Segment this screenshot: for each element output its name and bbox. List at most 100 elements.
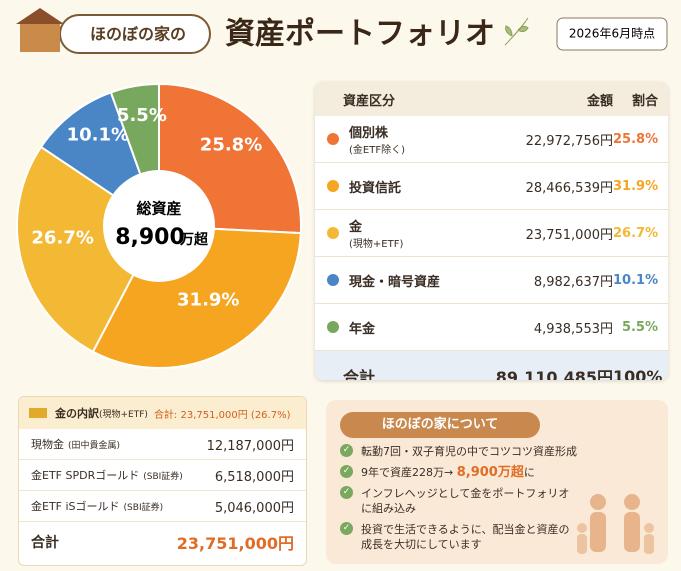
about-text: 9年で資産228万→	[361, 466, 457, 479]
gold-amount: 6,518,000円	[214, 469, 294, 485]
about-box: ほのぼの家について ✓ 転勤7回・双子育児の中でコツコツ資産形成 ✓ 9年で資産228…	[326, 400, 668, 564]
category-wrap: 年金	[349, 318, 375, 337]
family-illustration	[577, 494, 654, 554]
about-text-wrap: 転勤7回・双子育児の中でコツコツ資産形成	[361, 444, 577, 459]
gold-name-wrap: 金ETF iSゴールド (SBI証券)	[31, 498, 163, 514]
gold-row: 金ETF SPDRゴールド (SBI証券) 6,518,000円	[19, 460, 306, 491]
gold-name-wrap: 現物金 (田中貴金属)	[31, 436, 120, 452]
gold-amount: 12,187,000円	[206, 438, 294, 454]
amount: 22,972,756円	[525, 133, 613, 149]
color-dot	[327, 227, 339, 239]
category-cell: 年金	[315, 318, 485, 337]
about-text: 投資で生活できるように、配当金と資産の成長を大切にしています	[361, 523, 570, 551]
category-note: (現物+ETF)	[349, 239, 404, 250]
pie-slice	[16, 145, 161, 354]
title: 資産ポートフォリオ	[225, 17, 495, 52]
total-label: 合計	[343, 368, 376, 380]
check-icon: ✓	[340, 465, 353, 478]
gold-amount: 5,046,000円	[214, 500, 294, 516]
table-row: 年金 4,938,553円 5.5%	[315, 304, 668, 351]
category: 年金	[349, 321, 376, 337]
category: 投資信託	[349, 180, 402, 196]
gold-rows: 現物金 (田中貴金属) 12,187,000円金ETF SPDRゴールド (SBI証券…	[19, 429, 306, 522]
gold-note: (田中貴金属)	[68, 441, 121, 451]
gold-note: (SBI証券)	[143, 472, 183, 482]
category-wrap: 投資信託	[349, 177, 401, 196]
date-box	[556, 17, 668, 51]
amount: 23,751,000円	[525, 227, 613, 243]
about-text-wrap: インフレヘッジとして金をポートフォリオに組み込み	[361, 486, 580, 516]
badge-text: ほのぼの家の	[90, 25, 186, 44]
slice-label: 10.1%	[67, 125, 129, 146]
about-text-wrap: 投資で生活できるように、配当金と資産の成長を大切にしています	[361, 522, 580, 552]
category-cell: 投資信託	[315, 177, 485, 196]
amount: 8,982,637円	[533, 274, 613, 290]
center-value: 8,900	[115, 225, 185, 250]
gold-header: 金の内訳 (現物+ETF) 合計: 23,751,000円 (26.7%)	[19, 397, 306, 429]
gold-total-label: 合計	[31, 535, 59, 551]
gold-name: 金ETF SPDRゴールド	[31, 469, 140, 482]
table-row: 個別株 (金ETF除く) 22,972,756円 25.8%	[315, 116, 668, 163]
gold-name: 金ETF iSゴールド	[31, 500, 120, 513]
color-dot	[327, 180, 339, 192]
category-cell: 金 (現物+ETF)	[315, 216, 485, 250]
category: 金	[349, 220, 363, 235]
about-list: ✓ 転勤7回・双子育児の中でコツコツ資産形成 ✓ 9年で資産228万→ 8,900万超…	[326, 444, 668, 552]
total-row: 合計 89,110,485円 100%	[315, 351, 668, 380]
gold-name: 現物金	[31, 438, 64, 451]
category-wrap: 個別株 (金ETF除く)	[349, 122, 405, 156]
table-row: 投資信託 28,466,539円 31.9%	[315, 163, 668, 210]
house-icon	[20, 22, 60, 52]
gold-summary: 合計: 23,751,000円 (26.7%)	[153, 409, 291, 421]
gold-total: 合計 23,751,000円	[19, 522, 306, 562]
category-wrap: 金 (現物+ETF)	[349, 216, 403, 250]
about-text: インフレヘッジとして金をポートフォリオに組み込み	[361, 487, 570, 515]
share: 26.7%	[613, 225, 659, 241]
gold-row: 現物金 (田中貴金属) 12,187,000円	[19, 429, 306, 460]
about-text-wrap: 9年で資産228万→ 8,900万超に	[361, 465, 535, 480]
roof-icon	[16, 8, 64, 24]
center-unit: 万超	[179, 231, 209, 248]
category: 現金・暗号資産	[349, 274, 441, 290]
share: 31.9%	[613, 178, 659, 194]
total-share: 100%	[613, 366, 663, 381]
check-icon: ✓	[340, 486, 353, 499]
chart: ほのぼの家の 資産ポートフォリオ 2026年6月時点 25.8% 31.9% 26.…	[16, 8, 668, 369]
category-wrap: 現金・暗号資産	[349, 271, 440, 290]
amount: 28,466,539円	[525, 180, 613, 196]
table-header: 資産区分 金額 割合	[315, 82, 668, 116]
about-text-after: に	[523, 466, 535, 479]
color-dot	[327, 274, 339, 286]
about-highlight: 8,900万超	[456, 465, 524, 480]
category-cell: 現金・暗号資産	[315, 271, 485, 290]
gold-title: 金の内訳	[55, 407, 99, 420]
gold-breakdown: 金の内訳 (現物+ETF) 合計: 23,751,000円 (26.7%) 現物…	[18, 396, 307, 566]
gold-total-amount: 23,751,000円	[176, 534, 294, 553]
about-text: 転勤7回・双子育児の中でコツコツ資産形成	[361, 445, 577, 458]
about-item: ✓ 9年で資産228万→ 8,900万超に	[340, 465, 580, 480]
share: 25.8%	[613, 131, 659, 147]
category-cell: 個別株 (金ETF除く)	[315, 122, 485, 156]
leaf-icon	[504, 17, 529, 46]
color-dot	[327, 321, 339, 333]
check-icon: ✓	[340, 522, 353, 535]
share: 10.1%	[613, 272, 659, 288]
category: 個別株	[349, 126, 389, 141]
category-note: (金ETF除く)	[349, 145, 405, 156]
slice-label: 31.9%	[177, 289, 239, 310]
about-item: ✓ 転勤7回・双子育児の中でコツコツ資産形成	[340, 444, 580, 459]
table: 資産区分 金額 割合 個別株 (金ETF除く) 22,972,756円 25.8% 投資…	[315, 82, 668, 380]
gold-name-wrap: 金ETF SPDRゴールド (SBI証券)	[31, 467, 183, 483]
gold-icon	[29, 408, 47, 418]
amount: 4,938,553円	[533, 321, 613, 337]
table-body: 個別株 (金ETF除く) 22,972,756円 25.8% 投資信託 28,466,53…	[315, 116, 668, 351]
slice-label: 25.8%	[200, 135, 262, 156]
about-item: ✓ インフレヘッジとして金をポートフォリオに組み込み	[340, 486, 580, 516]
color-dot	[327, 133, 339, 145]
pie-center	[103, 170, 215, 282]
center-label: 総資産	[136, 200, 181, 218]
share: 5.5%	[621, 319, 658, 335]
about-item: ✓ 投資で生活できるように、配当金と資産の成長を大切にしています	[340, 522, 580, 552]
column-header: 割合	[631, 93, 658, 109]
